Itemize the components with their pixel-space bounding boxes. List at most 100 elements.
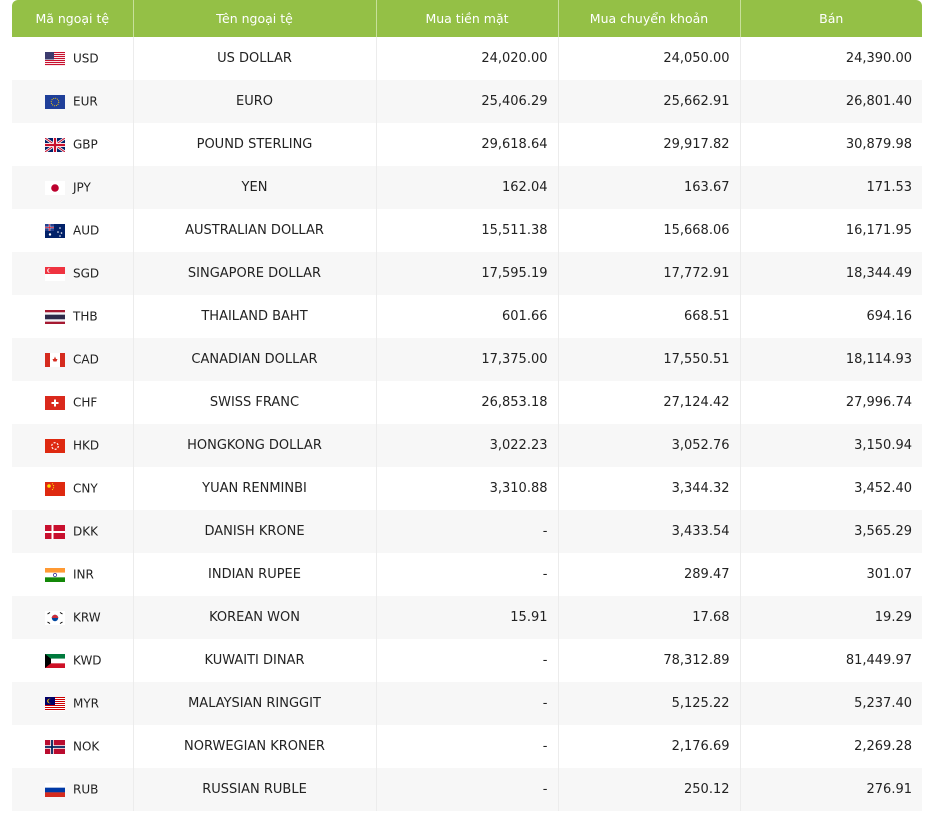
currency-row: INR INDIAN RUPEE -289.47 301.07 [12, 553, 922, 596]
table-body: USD US DOLLAR 24,020.00 24,050.00 24,390.00 E… [12, 37, 922, 811]
currency-code-cell: CHF [12, 381, 133, 424]
currency-row: GBP POUND STERLING 29,618.64 29,917.82 30,87… [12, 123, 922, 166]
currency-name: YUAN RENMINBI [132, 467, 376, 510]
rate-value: 3,052.76 [557, 424, 740, 467]
column-header: Mua chuyển khoản [557, 0, 740, 37]
currency-row: RUB RUSSIAN RUBLE -250.12 276.91 [12, 768, 922, 811]
rate-value: 276.91 [739, 768, 922, 811]
rate-value: 29,618.64 [375, 123, 558, 166]
rate-value: 601.66 [375, 295, 558, 338]
rate-value: 250.12 [557, 768, 740, 811]
rate-value: 17,550.51 [557, 338, 740, 381]
rate-value: 27,124.42 [557, 381, 740, 424]
currency-code-cell: MYR [12, 682, 133, 725]
currency-row: HKD HONGKONG DOLLAR 3,022.23 3,052.76 3,150.… [12, 424, 922, 467]
currency-row: KRW KOREAN WON 15.91 17.68 19.29 [12, 596, 922, 639]
rate-value: 668.51 [557, 295, 740, 338]
currency-name: THAILAND BAHT [132, 295, 376, 338]
currency-name: AUSTRALIAN DOLLAR [132, 209, 376, 252]
currency-row: SGD SINGAPORE DOLLAR 17,595.19 17,772.91 18,… [12, 252, 922, 295]
currency-name: YEN [132, 166, 376, 209]
column-header: Mua tiền mặt [375, 0, 558, 37]
currency-name: SWISS FRANC [132, 381, 376, 424]
rate-value: 3,310.88 [375, 467, 558, 510]
currency-code-cell: GBP [12, 123, 133, 166]
rate-table-wrap: Mã ngoại tệ Tên ngoại tệ Mua tiền mặt Mua c… [12, 0, 922, 811]
currency-code: AUD [73, 223, 100, 238]
rate-value: 24,020.00 [375, 37, 558, 80]
flag-icon [45, 438, 65, 453]
rate-value: 301.07 [739, 553, 922, 596]
rate-value: 18,114.93 [739, 338, 922, 381]
currency-code: INR [73, 567, 94, 582]
flag-icon [44, 136, 66, 153]
rate-value: 81,449.97 [739, 639, 922, 682]
rate-value: 25,662.91 [557, 80, 740, 123]
currency-name: EURO [132, 80, 376, 123]
rate-value: 3,150.94 [739, 424, 922, 467]
currency-code: USD [73, 51, 99, 66]
currency-row: MYR MALAYSIAN RINGGIT -5,125.22 5,237.40 [12, 682, 922, 725]
rate-value: 24,390.00 [739, 37, 922, 80]
rate-table: Mã ngoại tệ Tên ngoại tệ Mua tiền mặt Mua c… [12, 0, 922, 811]
rate-value: 2,176.69 [557, 725, 740, 768]
currency-name: MALAYSIAN RINGGIT [132, 682, 376, 725]
rate-value: 15.91 [375, 596, 558, 639]
rate-value: 19.29 [739, 596, 922, 639]
currency-code: THB [73, 309, 98, 324]
currency-code: CNY [73, 481, 98, 496]
currency-code: NOK [73, 739, 100, 754]
rate-value: 3,452.40 [739, 467, 922, 510]
flag-icon [45, 266, 65, 281]
rate-value: 26,801.40 [739, 80, 922, 123]
currency-code: KWD [73, 653, 102, 668]
currency-row: NOK NORWEGIAN KRONER -2,176.69 2,269.28 [12, 725, 922, 768]
currency-code-cell: RUB [12, 768, 133, 811]
currency-code-cell: USD [12, 37, 133, 80]
currency-code-cell: INR [12, 553, 133, 596]
currency-row: CHF SWISS FRANC 26,853.18 27,124.42 27,996.7… [12, 381, 922, 424]
currency-code-cell: AUD [12, 209, 133, 252]
currency-row: AUD AUSTRALIAN DOLLAR 15,511.38 15,668.06 16… [12, 209, 922, 252]
flag-icon [45, 653, 65, 668]
currency-name: INDIAN RUPEE [132, 553, 376, 596]
flag-icon [45, 567, 65, 582]
currency-code: KRW [73, 610, 101, 625]
rate-value: 5,125.22 [557, 682, 740, 725]
rate-value: 27,996.74 [739, 381, 922, 424]
rate-value: 162.04 [375, 166, 558, 209]
flag-icon [45, 352, 65, 367]
currency-row: DKK DANISH KRONE -3,433.54 3,565.29 [12, 510, 922, 553]
currency-code: EUR [73, 94, 98, 109]
rate-value: - [375, 682, 558, 725]
flag-icon [45, 481, 65, 496]
currency-row: KWD KUWAITI DINAR -78,312.89 81,449.97 [12, 639, 922, 682]
flag-icon [45, 524, 65, 539]
flag-icon [45, 223, 65, 238]
currency-row: THB THAILAND BAHT 601.66 668.51 694.16 [12, 295, 922, 338]
rate-value: 3,022.23 [375, 424, 558, 467]
flag-icon [45, 309, 65, 324]
currency-code-cell: CNY [12, 467, 133, 510]
currency-code: CHF [73, 395, 98, 410]
currency-row: USD US DOLLAR 24,020.00 24,050.00 24,390.00 [12, 37, 922, 80]
currency-code: HKD [73, 438, 100, 453]
flag-icon [45, 51, 65, 66]
header-row: Mã ngoại tệ Tên ngoại tệ Mua tiền mặt Mua c… [12, 0, 922, 37]
rate-value: - [375, 725, 558, 768]
rate-value: 29,917.82 [557, 123, 740, 166]
currency-name: CANADIAN DOLLAR [132, 338, 376, 381]
rate-value: 26,853.18 [375, 381, 558, 424]
flag-icon [45, 395, 65, 410]
column-header: Bán [739, 0, 922, 37]
currency-code-cell: JPY [12, 166, 133, 209]
currency-name: HONGKONG DOLLAR [132, 424, 376, 467]
rate-value: 17,772.91 [557, 252, 740, 295]
rate-value: 17,375.00 [375, 338, 558, 381]
rate-value: 30,879.98 [739, 123, 922, 166]
currency-code-cell: KRW [12, 596, 133, 639]
rate-value: 3,565.29 [739, 510, 922, 553]
currency-name: KOREAN WON [132, 596, 376, 639]
currency-name: DANISH KRONE [132, 510, 376, 553]
